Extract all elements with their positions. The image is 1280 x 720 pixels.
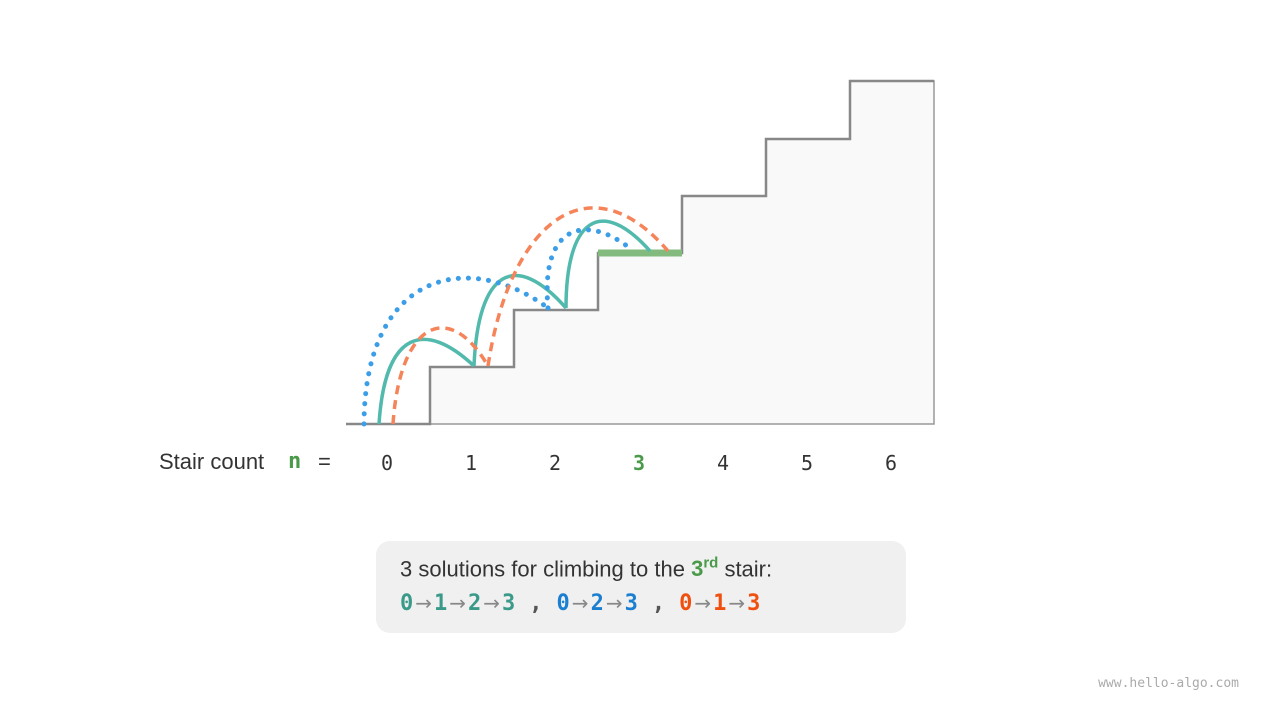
path-teal-0-1 xyxy=(377,337,476,425)
caption-sup: rd xyxy=(703,555,719,572)
separator: , xyxy=(651,591,666,616)
solution-3: 0 →1 →3 xyxy=(679,591,761,616)
watermark: www.hello-algo.com xyxy=(1098,676,1239,691)
path-blue-2-3 xyxy=(544,227,635,311)
stair-number: 6 xyxy=(884,451,898,475)
stair-count-label: Stair count xyxy=(159,449,265,474)
stair-number: 2 xyxy=(548,451,562,475)
n-variable: n xyxy=(288,449,302,474)
solution-2: 0 →2 →3 xyxy=(556,591,638,616)
caption-stair: 3rd xyxy=(691,555,719,582)
stair-number: 5 xyxy=(800,451,814,475)
equals-sign: = xyxy=(318,449,331,474)
path-orange-1-3 xyxy=(486,206,670,367)
caption-box: 3 solutions for climbing to the 3rd stai… xyxy=(376,541,906,633)
stair-number: 4 xyxy=(716,451,730,475)
solution-1: 0 →1 →2 →3 xyxy=(400,591,516,616)
stair-number-highlight: 3 xyxy=(632,451,646,475)
caption-prefix: 3 solutions for climbing to the xyxy=(400,556,685,582)
stair-number: 1 xyxy=(464,451,478,475)
caption-num: 3 xyxy=(691,556,704,582)
stair-number: 0 xyxy=(380,451,394,475)
path-teal-1-2 xyxy=(472,273,568,367)
caption-suffix: stair: xyxy=(724,556,773,582)
path-blue-0-2 xyxy=(361,275,551,427)
caption-paths: 0 →1 →2 →3, 0 →2 →3, 0 →1 →3 xyxy=(400,591,760,616)
separator: , xyxy=(529,591,543,616)
caption-title: 3 solutions for climbing to the 3rd stai… xyxy=(400,555,772,582)
path-orange-0-1 xyxy=(391,326,490,425)
path-teal-2-3 xyxy=(564,219,652,309)
